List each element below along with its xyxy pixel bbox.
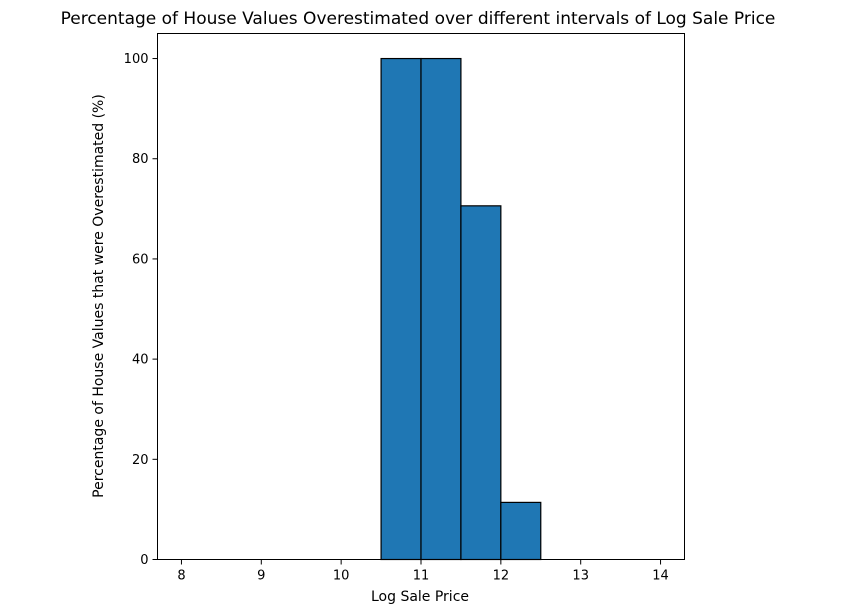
y-tick-label: 80 — [132, 152, 149, 167]
bar-2 — [460, 205, 502, 561]
y-tick-label: 20 — [132, 453, 149, 468]
y-axis: 0 20 40 60 80 100 — [124, 52, 158, 568]
y-tick-label: 60 — [132, 252, 149, 267]
bar-0 — [380, 57, 422, 561]
x-tick-label: 12 — [493, 569, 510, 584]
x-tick-label: 13 — [572, 569, 589, 584]
y-tick-label: 0 — [140, 553, 148, 568]
y-tick-label: 40 — [132, 353, 149, 368]
x-tick-label: 8 — [177, 569, 185, 584]
y-tick-label: 100 — [124, 52, 149, 67]
y-axis-label: Percentage of House Values that were Ove… — [91, 94, 107, 498]
bar-1 — [420, 57, 462, 561]
x-axis-label: Log Sale Price — [371, 589, 469, 605]
chart-title: Percentage of House Values Overestimated… — [61, 9, 776, 29]
bar-3 — [500, 501, 542, 561]
x-tick-label: 14 — [652, 569, 669, 584]
x-tick-label: 11 — [413, 569, 430, 584]
x-tick-label: 9 — [257, 569, 265, 584]
bars-group — [380, 57, 542, 561]
x-axis: 8 9 10 11 12 13 14 — [177, 559, 669, 584]
x-tick-label: 10 — [333, 569, 350, 584]
